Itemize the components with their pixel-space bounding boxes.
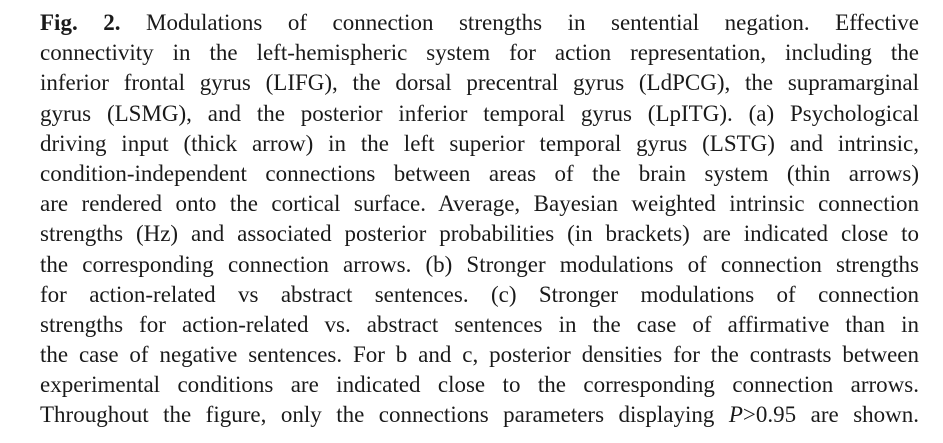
caption-text-14: Throughout the figure, only the connecti…	[40, 402, 715, 428]
caption-line-9: the corresponding connection arrows. (b)…	[40, 251, 919, 277]
caption-line-5: driving input (thick arrow) in the left …	[40, 130, 919, 156]
caption-line-14: Throughout the figure, only the connecti…	[40, 400, 919, 430]
probability-symbol: P	[728, 402, 743, 428]
figure-caption: Fig. 2. Modulations of connection streng…	[40, 8, 919, 431]
caption-line-10: for action-related vs abstract sentences…	[40, 281, 919, 307]
probability-threshold: >0.95 are shown.	[742, 402, 919, 428]
figure-label: Fig. 2.	[40, 10, 121, 35]
caption-line-12: the case of negative sentences. For b an…	[40, 342, 919, 368]
caption-line-8: strengths (Hz) and associated posterior …	[40, 221, 919, 247]
caption-line-13: experimental conditions are indicated cl…	[40, 372, 919, 398]
caption-text-1: Modulations of connection strengths in s…	[146, 10, 919, 35]
caption-line-4: gyrus (LSMG), and the posterior inferior…	[40, 100, 919, 126]
caption-line-1: Fig. 2. Modulations of connection streng…	[40, 8, 919, 38]
caption-line-11: strengths for action-related vs. abstrac…	[40, 311, 919, 337]
caption-line-2: connectivity in the left-hemispheric sys…	[40, 40, 919, 66]
caption-line-6: condition-independent connections betwee…	[40, 160, 919, 186]
caption-line-7: are rendered onto the cortical surface. …	[40, 191, 919, 217]
caption-line-3: inferior frontal gyrus (LIFG), the dorsa…	[40, 70, 919, 96]
